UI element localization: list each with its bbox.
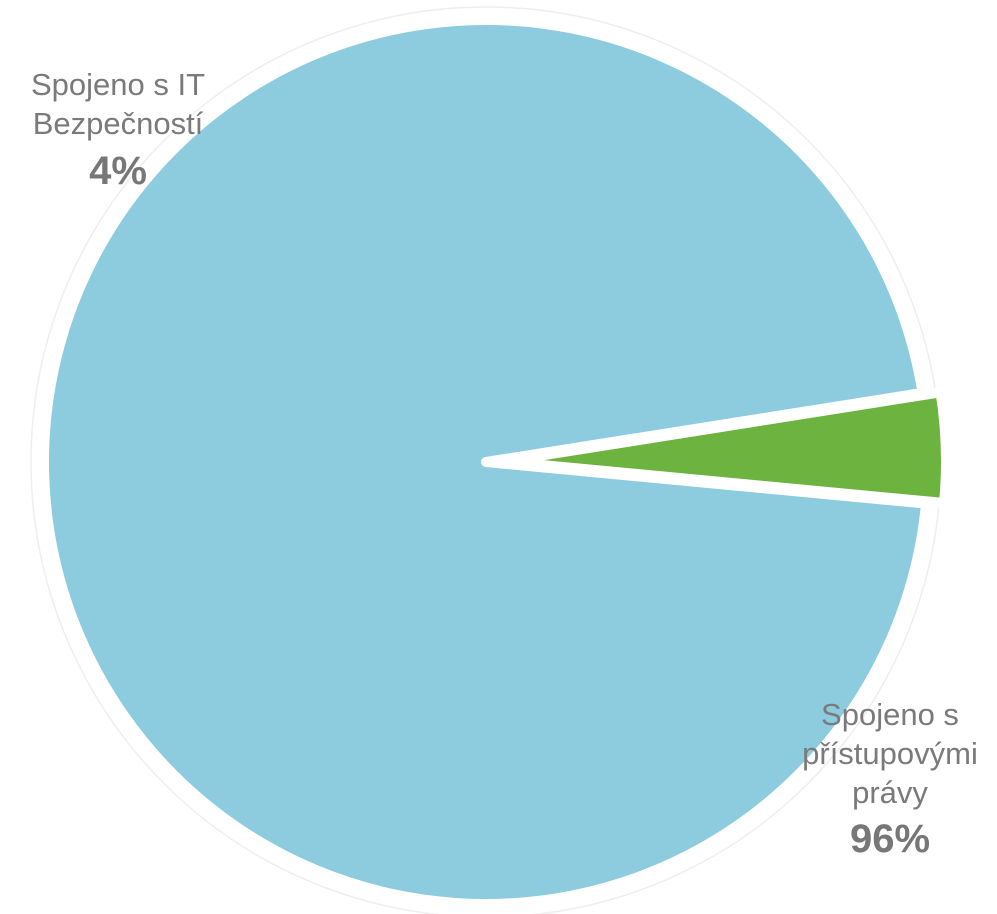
slice-access-rights [39,15,932,909]
slice-name: Spojeno s [821,697,959,732]
slice-label-it-security: Spojeno s IT Bezpečností 4% [0,66,236,196]
slice-name: Bezpečností [32,105,204,141]
pie-slices [39,15,951,909]
slice-percent: 96% [849,817,931,862]
slice-label-access-rights: Spojeno s přístupovými právy 96% [795,696,985,864]
slice-name: Spojeno s IT [30,67,206,102]
slice-it-security [498,387,951,509]
slice-name: přístupovými [802,735,978,771]
slice-name: právy [852,774,928,810]
slice-percent: 4% [89,148,147,193]
